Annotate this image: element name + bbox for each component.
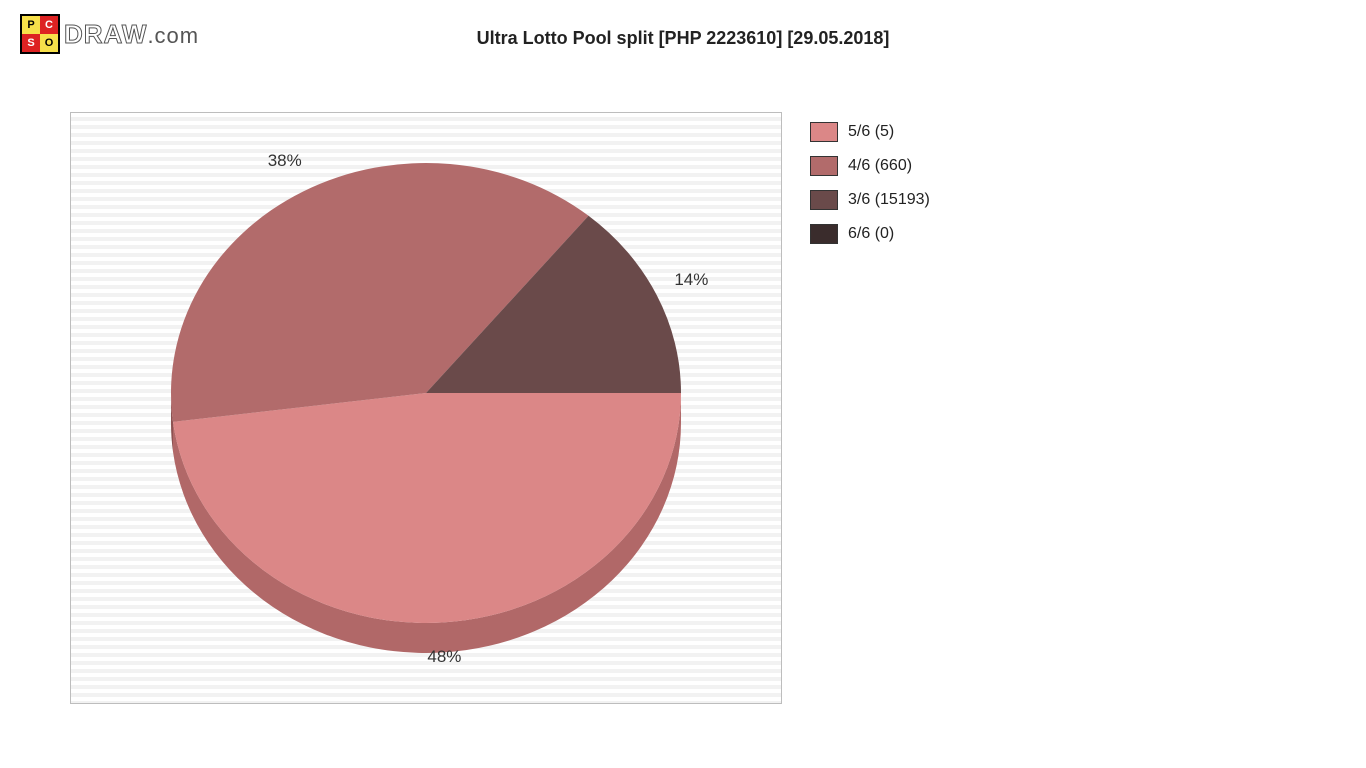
legend-item: 3/6 (15193) — [810, 190, 930, 210]
legend-swatch — [810, 122, 838, 142]
legend-label: 6/6 (0) — [848, 225, 894, 243]
legend-item: 4/6 (660) — [810, 156, 930, 176]
legend-label: 4/6 (660) — [848, 157, 912, 175]
legend-label: 3/6 (15193) — [848, 191, 930, 209]
chart-canvas: P C S O DRAW.com Ultra Lotto Pool split … — [0, 0, 1366, 768]
pie-slice-label: 14% — [674, 270, 708, 290]
pie-svg — [111, 103, 741, 713]
legend-swatch — [810, 190, 838, 210]
legend: 5/6 (5) 4/6 (660) 3/6 (15193) 6/6 (0) — [810, 122, 930, 258]
plot-area: 48% 38% 14% — [70, 112, 782, 704]
legend-item: 6/6 (0) — [810, 224, 930, 244]
legend-swatch — [810, 156, 838, 176]
legend-item: 5/6 (5) — [810, 122, 930, 142]
pie-slice-label: 48% — [427, 647, 461, 667]
pie-slice-label: 38% — [268, 151, 302, 171]
legend-swatch — [810, 224, 838, 244]
chart-title: Ultra Lotto Pool split [PHP 2223610] [29… — [0, 28, 1366, 49]
legend-label: 5/6 (5) — [848, 123, 894, 141]
pie-chart: 48% 38% 14% — [111, 103, 741, 713]
